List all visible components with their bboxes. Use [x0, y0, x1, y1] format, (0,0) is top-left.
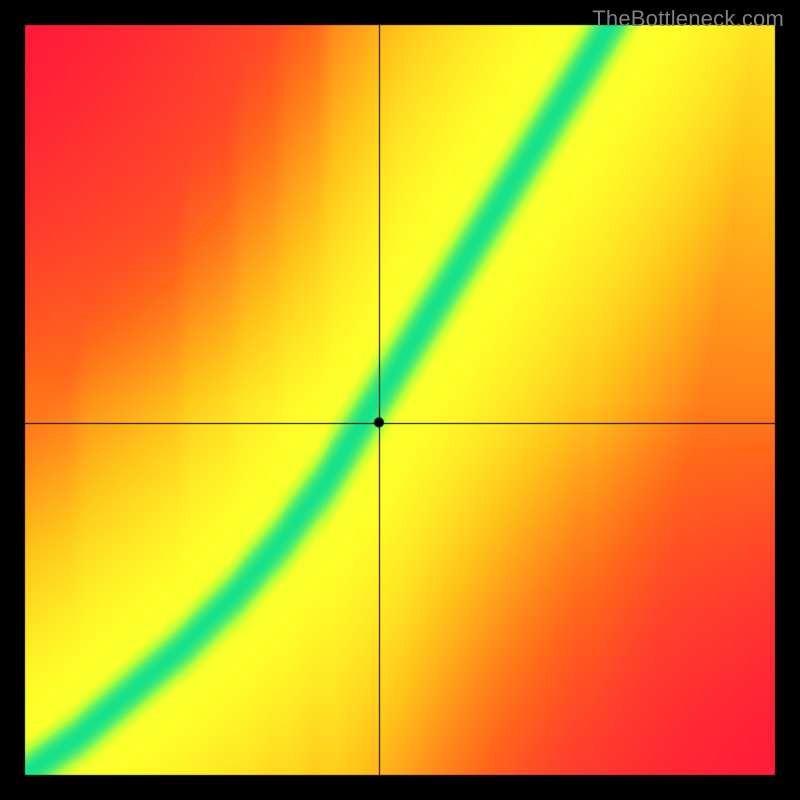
- heatmap-canvas: [0, 0, 800, 800]
- watermark-text: TheBottleneck.com: [592, 6, 784, 32]
- chart-container: TheBottleneck.com: [0, 0, 800, 800]
